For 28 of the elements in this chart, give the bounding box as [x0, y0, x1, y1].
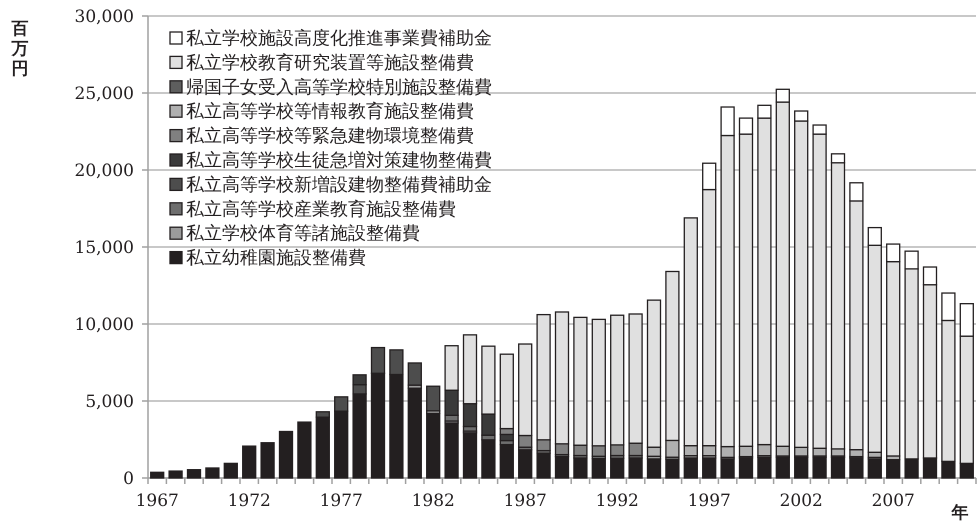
legend-label: 帰国子女受入高等学校特別施設整備費: [186, 76, 492, 98]
legend-label: 私立学校施設高度化推進事業費補助金: [186, 28, 492, 49]
legend-label: 私立学校教育研究装置等施設整備費: [186, 52, 474, 74]
x-tick-label: 1992: [596, 491, 639, 511]
legend-label: 私立高等学校等情報教育施設整備費: [186, 101, 474, 122]
x-tick-label: 1987: [504, 491, 547, 511]
y-tick-label: 15,000: [74, 238, 134, 258]
x-tick-label: 2002: [780, 491, 823, 511]
legend-label: 私立高等学校産業教育施設整備費: [186, 198, 456, 220]
y-tick-label: 10,000: [74, 315, 134, 335]
legend-label: 私立学校体育等諸施設整備費: [186, 223, 420, 244]
y-tick-label: 5,000: [85, 392, 134, 412]
x-axis-title: 年: [950, 503, 968, 523]
y-tick-label: 30,000: [74, 7, 134, 27]
y-tick-label: 25,000: [74, 84, 134, 104]
legend-label: 私立高等学校等緊急建物環境整備費: [186, 126, 474, 147]
y-axis-title: 百万円: [10, 19, 28, 79]
x-tick-label: 1982: [412, 491, 455, 511]
legend-label: 私立幼稚園施設整備費: [186, 248, 366, 269]
y-tick-label: 0: [123, 469, 134, 489]
legend-label: 私立高等学校生徒急増対策建物整備費: [186, 150, 492, 171]
x-tick-label: 1977: [320, 491, 363, 511]
x-tick-label: 2007: [872, 491, 915, 511]
legend-label: 私立高等学校新増設建物整備費補助金: [186, 174, 492, 196]
y-tick-label: 20,000: [74, 161, 134, 181]
x-tick-label: 1997: [688, 491, 731, 511]
x-tick-label: 1967: [136, 491, 179, 511]
x-tick-label: 1972: [228, 491, 271, 511]
